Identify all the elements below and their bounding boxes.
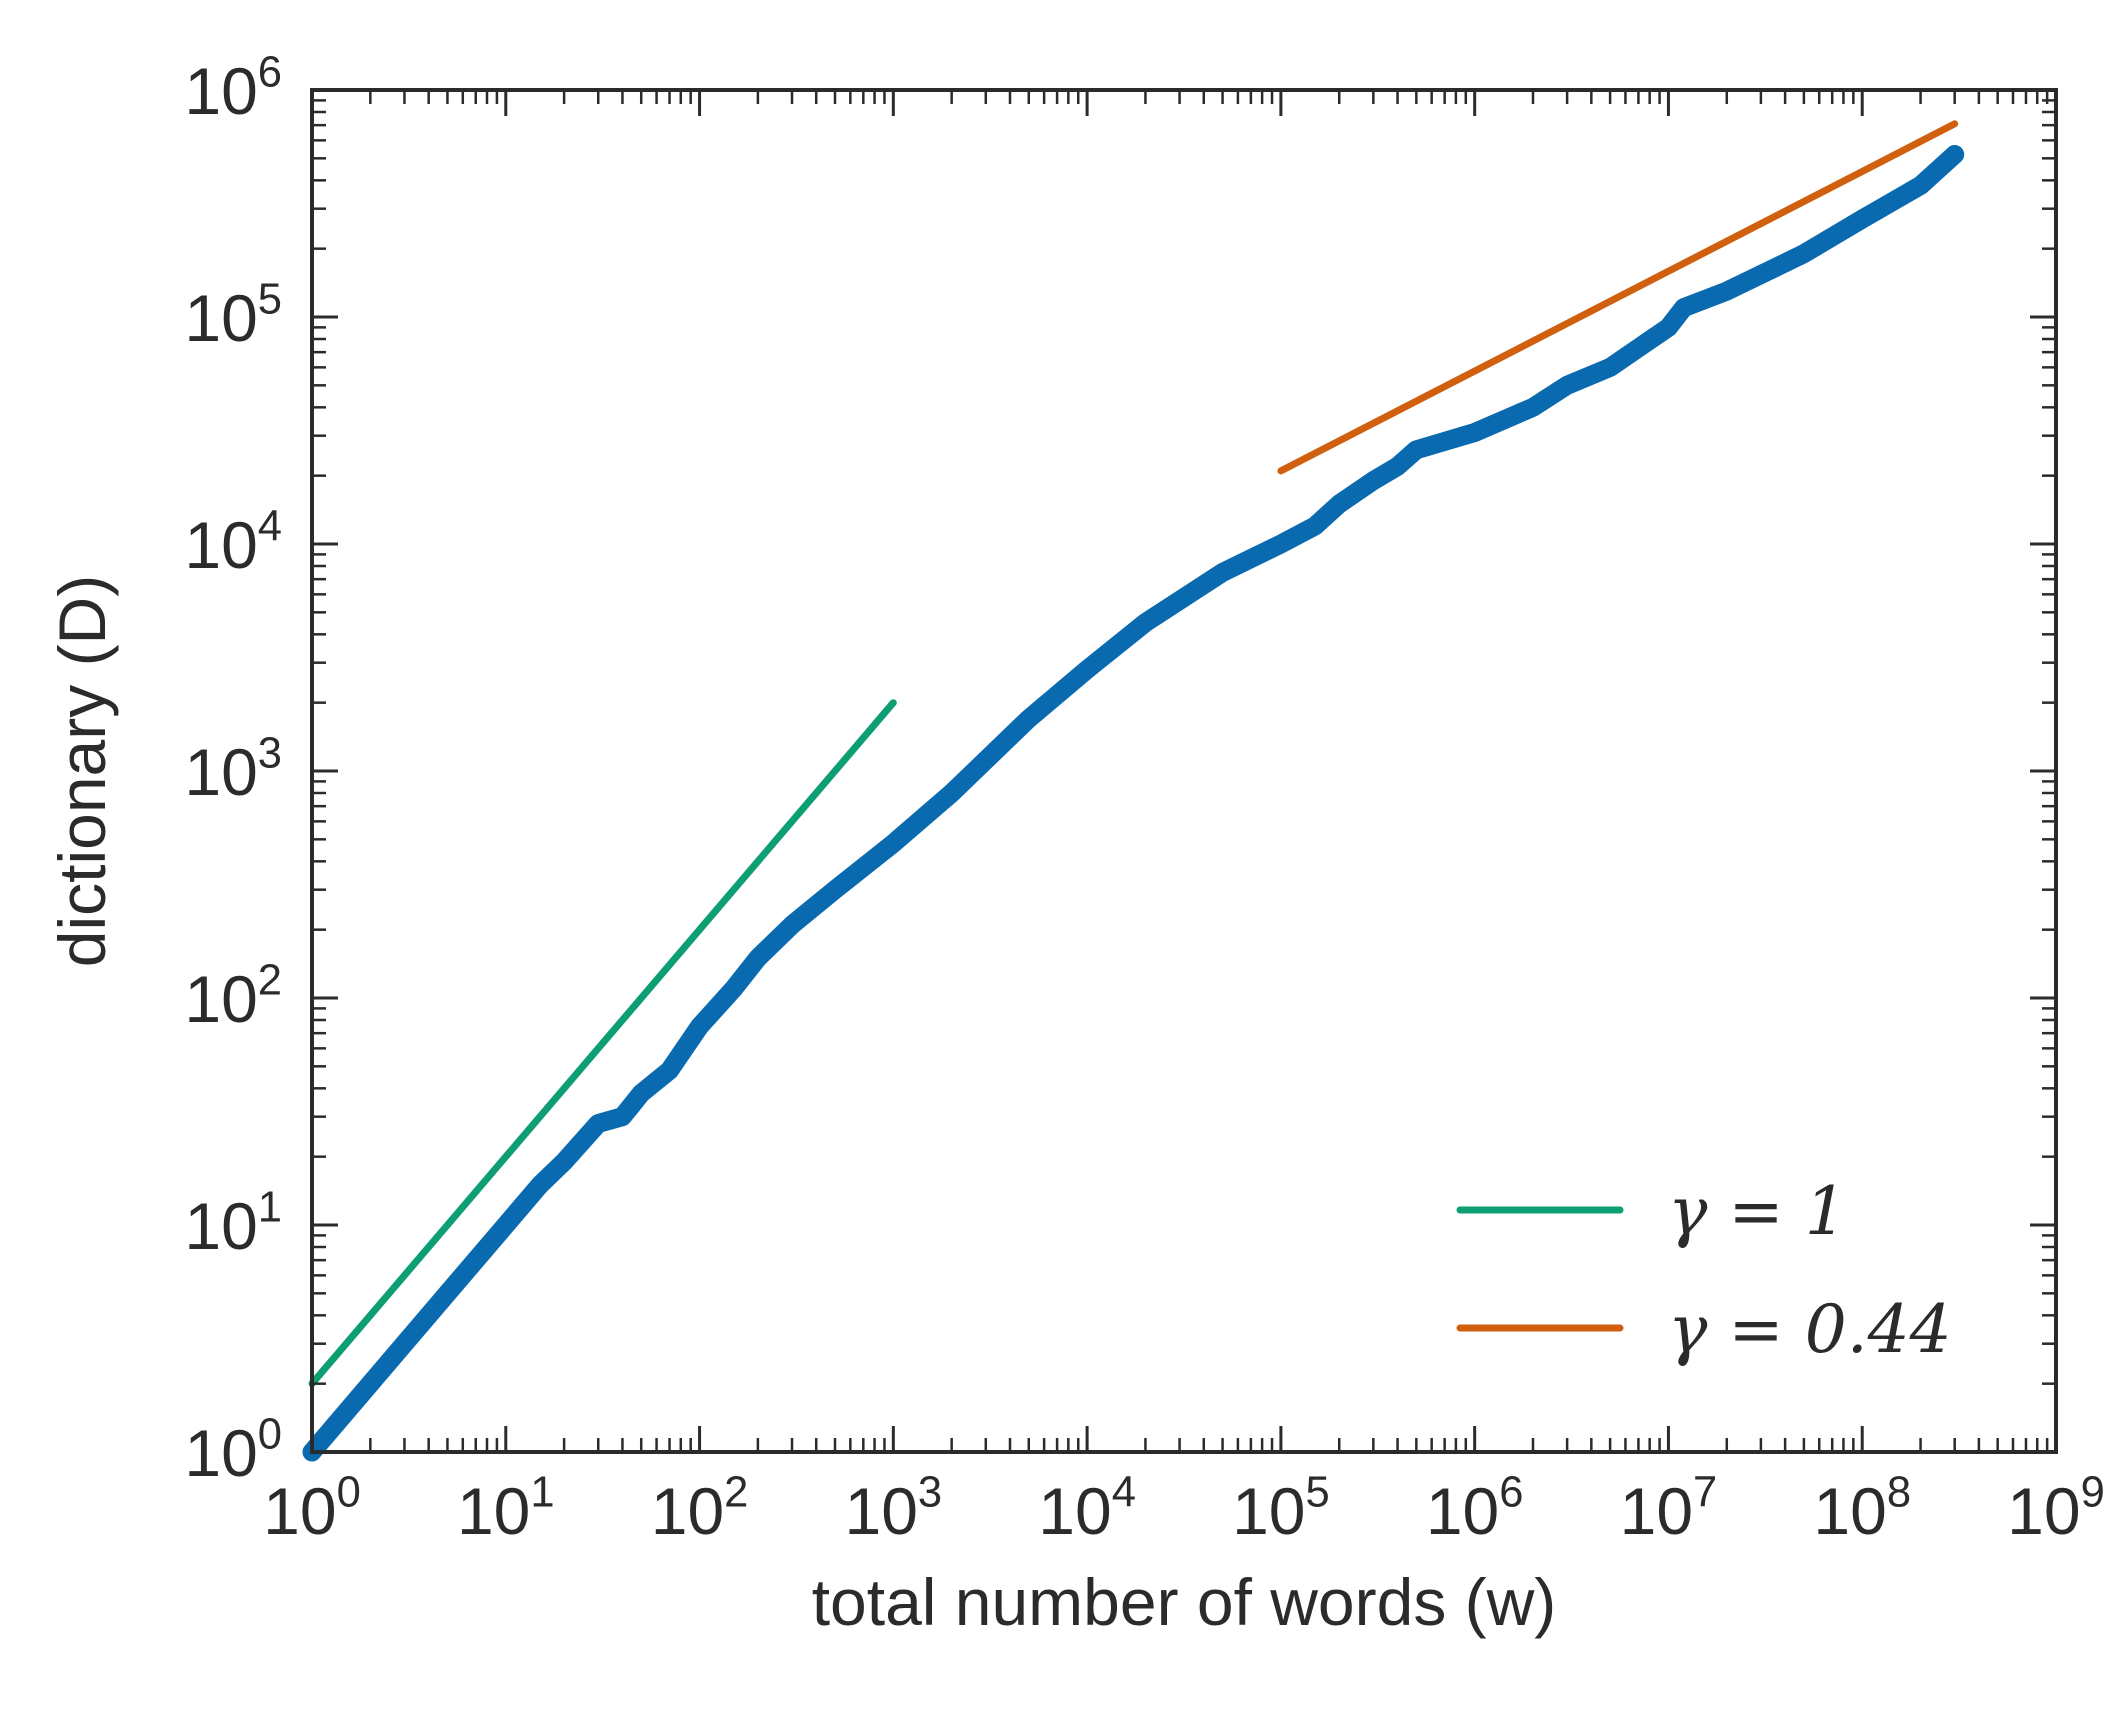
x-tick-label: 107 xyxy=(1620,1468,1718,1548)
x-tick-label: 101 xyxy=(457,1468,555,1548)
y-axis-label: dictionary (D) xyxy=(45,575,119,967)
x-tick-label: 105 xyxy=(1232,1468,1330,1548)
series-line-gamma044 xyxy=(1277,120,1959,475)
x-tick-label: 109 xyxy=(2007,1468,2105,1548)
y-tick-label: 102 xyxy=(184,956,282,1036)
x-tick-label: 108 xyxy=(1813,1468,1911,1548)
series-line-gamma1 xyxy=(308,699,897,1388)
y-tick-label: 100 xyxy=(184,1410,282,1490)
tick-labels: 100 101 102 103 104 105 106 107 108 109 100 101 102 1… xyxy=(184,48,2104,1548)
y-tick-label: 101 xyxy=(184,1183,282,1263)
legend-label-gamma1: γ = 1 xyxy=(1668,1173,1847,1250)
x-tick-label: 102 xyxy=(651,1468,749,1548)
x-tick-label: 103 xyxy=(845,1468,943,1548)
y-tick-label: 103 xyxy=(184,729,282,809)
y-tick-label: 105 xyxy=(184,275,282,355)
series-line-data xyxy=(302,145,1965,1462)
legend-label-gamma044: γ = 0.44 xyxy=(1668,1291,1952,1368)
y-tick-label: 104 xyxy=(184,502,282,582)
x-tick-label: 106 xyxy=(1426,1468,1524,1548)
tick-marks xyxy=(310,88,2058,1454)
x-tick-label: 100 xyxy=(263,1468,361,1548)
plot-area xyxy=(302,120,1965,1462)
x-axis-label: total number of words (w) xyxy=(812,1565,1557,1639)
y-tick-label: 106 xyxy=(184,48,282,128)
x-tick-label: 104 xyxy=(1038,1468,1136,1548)
legend: γ = 1 γ = 0.44 xyxy=(1456,1173,1952,1368)
